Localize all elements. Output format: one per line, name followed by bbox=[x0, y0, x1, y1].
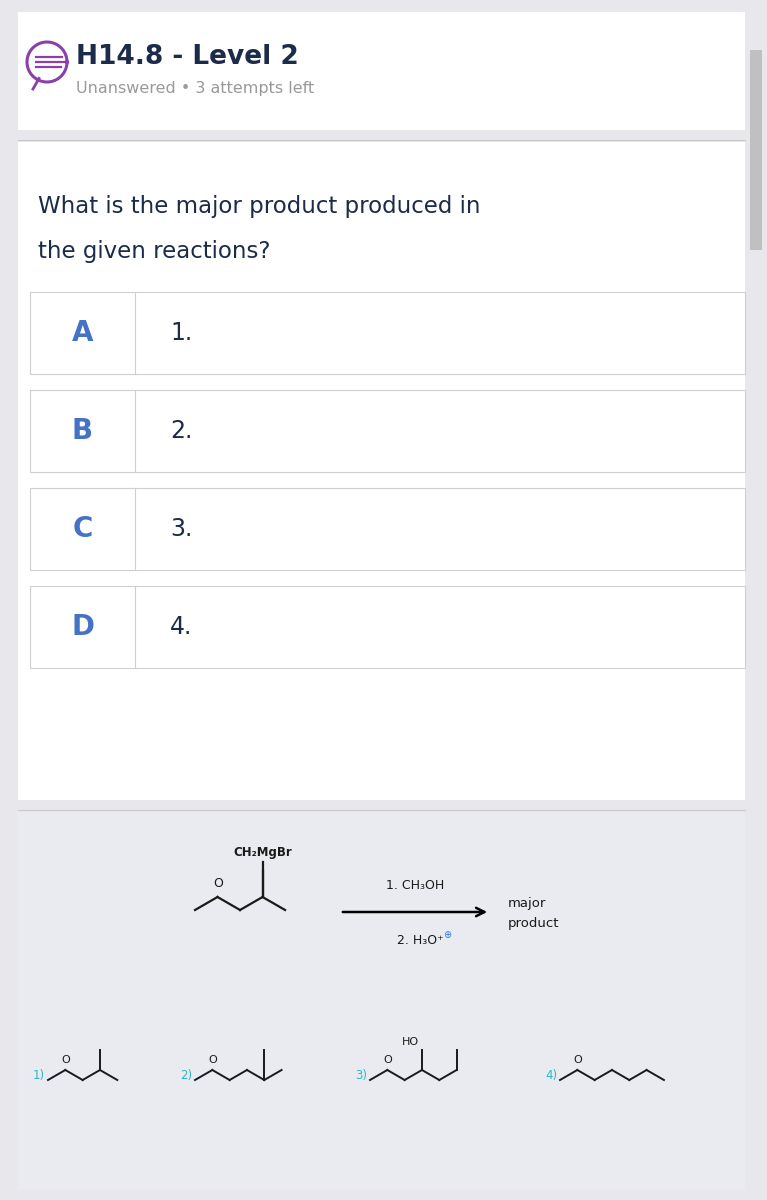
Text: C: C bbox=[72, 515, 93, 542]
Text: HO: HO bbox=[402, 1037, 419, 1046]
Text: O: O bbox=[61, 1055, 70, 1066]
Bar bbox=[18, 12, 745, 130]
Text: CH₂MgBr: CH₂MgBr bbox=[233, 846, 292, 859]
Text: O: O bbox=[213, 877, 223, 890]
Text: Unanswered • 3 attempts left: Unanswered • 3 attempts left bbox=[76, 80, 314, 96]
Text: major: major bbox=[508, 898, 546, 911]
Text: O: O bbox=[383, 1055, 392, 1066]
Text: O: O bbox=[208, 1055, 217, 1066]
Bar bbox=[18, 812, 745, 1190]
Text: 1): 1) bbox=[33, 1068, 45, 1081]
Text: O: O bbox=[573, 1055, 581, 1066]
Bar bbox=[750, 50, 762, 250]
Text: 3): 3) bbox=[355, 1068, 367, 1081]
Text: What is the major product produced in: What is the major product produced in bbox=[38, 194, 480, 218]
Bar bbox=[30, 488, 745, 570]
Text: H14.8 - Level 2: H14.8 - Level 2 bbox=[76, 44, 299, 70]
Bar bbox=[30, 586, 745, 668]
Text: product: product bbox=[508, 918, 559, 930]
Text: 2.: 2. bbox=[170, 419, 193, 443]
Text: 1.: 1. bbox=[170, 320, 193, 346]
Text: ⊕: ⊕ bbox=[443, 930, 451, 940]
Text: 2): 2) bbox=[180, 1068, 192, 1081]
Bar bbox=[18, 142, 745, 800]
Text: 4): 4) bbox=[545, 1068, 557, 1081]
Text: 1. CH₃OH: 1. CH₃OH bbox=[386, 878, 444, 892]
Text: 4.: 4. bbox=[170, 614, 193, 638]
Text: B: B bbox=[72, 416, 93, 445]
Text: the given reactions?: the given reactions? bbox=[38, 240, 271, 263]
Text: A: A bbox=[72, 319, 94, 347]
Text: D: D bbox=[71, 613, 94, 641]
Bar bbox=[30, 292, 745, 374]
Text: 3.: 3. bbox=[170, 517, 193, 541]
Text: 2. H₃O⁺: 2. H₃O⁺ bbox=[397, 934, 443, 947]
Bar bbox=[30, 390, 745, 472]
